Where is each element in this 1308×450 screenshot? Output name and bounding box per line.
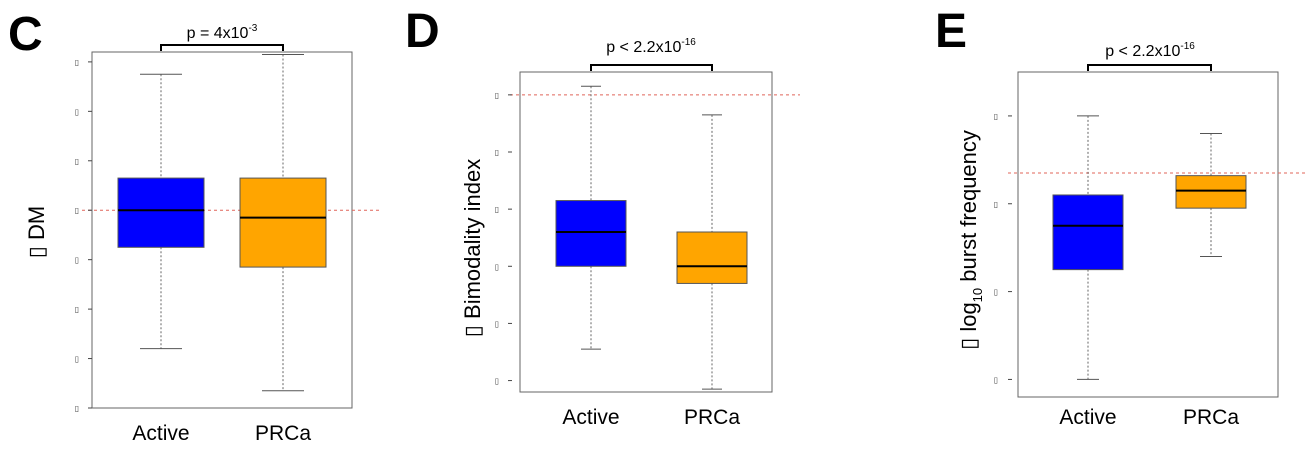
panel-letter: E	[935, 5, 967, 58]
p-value: p = 4x10-3	[187, 23, 258, 42]
y-axis-label: ▯ log10 burst frequency	[956, 130, 985, 350]
interquartile-box	[555, 200, 627, 267]
box-prca	[239, 53, 327, 392]
y-tick-label: ▯	[994, 112, 998, 121]
category-label-active: Active	[1059, 406, 1116, 429]
interquartile-box	[239, 177, 327, 268]
y-tick-label: ▯	[495, 262, 499, 271]
box-active	[1052, 115, 1124, 380]
p-value-text: p < 2.2x10	[1105, 43, 1180, 60]
y-tick-label: ▯	[495, 148, 499, 157]
y-axis-label-tail: burst frequency	[956, 130, 981, 288]
y-tick-label: ▯	[75, 305, 79, 314]
plot-frame	[1017, 71, 1279, 398]
y-axis-label-main: ▯ Bimodality index	[460, 159, 485, 337]
y-tick-label: ▯	[495, 91, 499, 100]
y-axis-label: ▯ Bimodality index	[460, 159, 485, 337]
significance-bracket	[590, 64, 713, 71]
category-label-active: Active	[562, 406, 619, 429]
y-tick-label: ▯	[75, 157, 79, 166]
panel-letter: D	[405, 5, 440, 58]
category-label-prca: PRCa	[1183, 406, 1239, 429]
y-tick-label: ▯	[75, 256, 79, 265]
plot-frame	[519, 71, 773, 393]
y-tick-label: ▯	[495, 377, 499, 386]
p-value-text: p < 2.2x10	[606, 39, 681, 56]
box-prca	[1175, 132, 1247, 257]
panel-d: D ▯ Bimodality index p < 2.2x10-16 ▯ ▯ ▯ ▯ ▯…	[405, 5, 800, 429]
category-label-prca: PRCa	[255, 422, 311, 445]
panel-letter: C	[8, 8, 43, 61]
y-axis-label-main: ▯ DM	[24, 206, 49, 258]
p-value-text: p = 4x10	[187, 25, 249, 42]
p-value-exponent: -3	[248, 23, 257, 34]
category-label-prca: PRCa	[684, 406, 740, 429]
y-tick-label: ▯	[75, 107, 79, 116]
y-axis-label-subscript: 10	[970, 288, 985, 302]
y-tick-label: ▯	[75, 206, 79, 215]
y-axis-label: ▯ DM	[24, 206, 49, 258]
p-value: p < 2.2x10-16	[1105, 41, 1195, 60]
y-tick-label: ▯	[994, 375, 998, 384]
interquartile-box	[1175, 175, 1247, 209]
significance-bracket	[160, 44, 284, 51]
p-value-exponent: -16	[1180, 41, 1195, 52]
significance-bracket	[1087, 64, 1212, 71]
interquartile-box	[117, 177, 205, 248]
box-active	[555, 85, 627, 350]
y-tick-label: ▯	[994, 288, 998, 297]
p-value-exponent: -16	[681, 37, 696, 48]
y-tick-label: ▯	[495, 205, 499, 214]
plot-frame	[91, 51, 353, 409]
y-tick-label: ▯	[994, 200, 998, 209]
box-active	[117, 73, 205, 350]
y-tick-label: ▯	[75, 404, 79, 413]
interquartile-box	[1052, 194, 1124, 271]
panel-c: C ▯ DM p = 4x10-3 ▯ ▯ ▯ ▯ ▯ ▯ ▯ ▯ Active PRCa	[8, 8, 380, 445]
interquartile-box	[676, 231, 748, 284]
box-prca	[676, 114, 748, 390]
p-value: p < 2.2x10-16	[606, 37, 696, 56]
y-tick-label: ▯	[75, 355, 79, 364]
category-label-active: Active	[132, 422, 189, 445]
y-tick-label: ▯	[75, 58, 79, 67]
panel-e: E ▯ log10 burst frequency p < 2.2x10-16 …	[935, 5, 1306, 429]
y-tick-label: ▯	[495, 319, 499, 328]
y-axis-label-main: ▯ log	[956, 302, 981, 350]
